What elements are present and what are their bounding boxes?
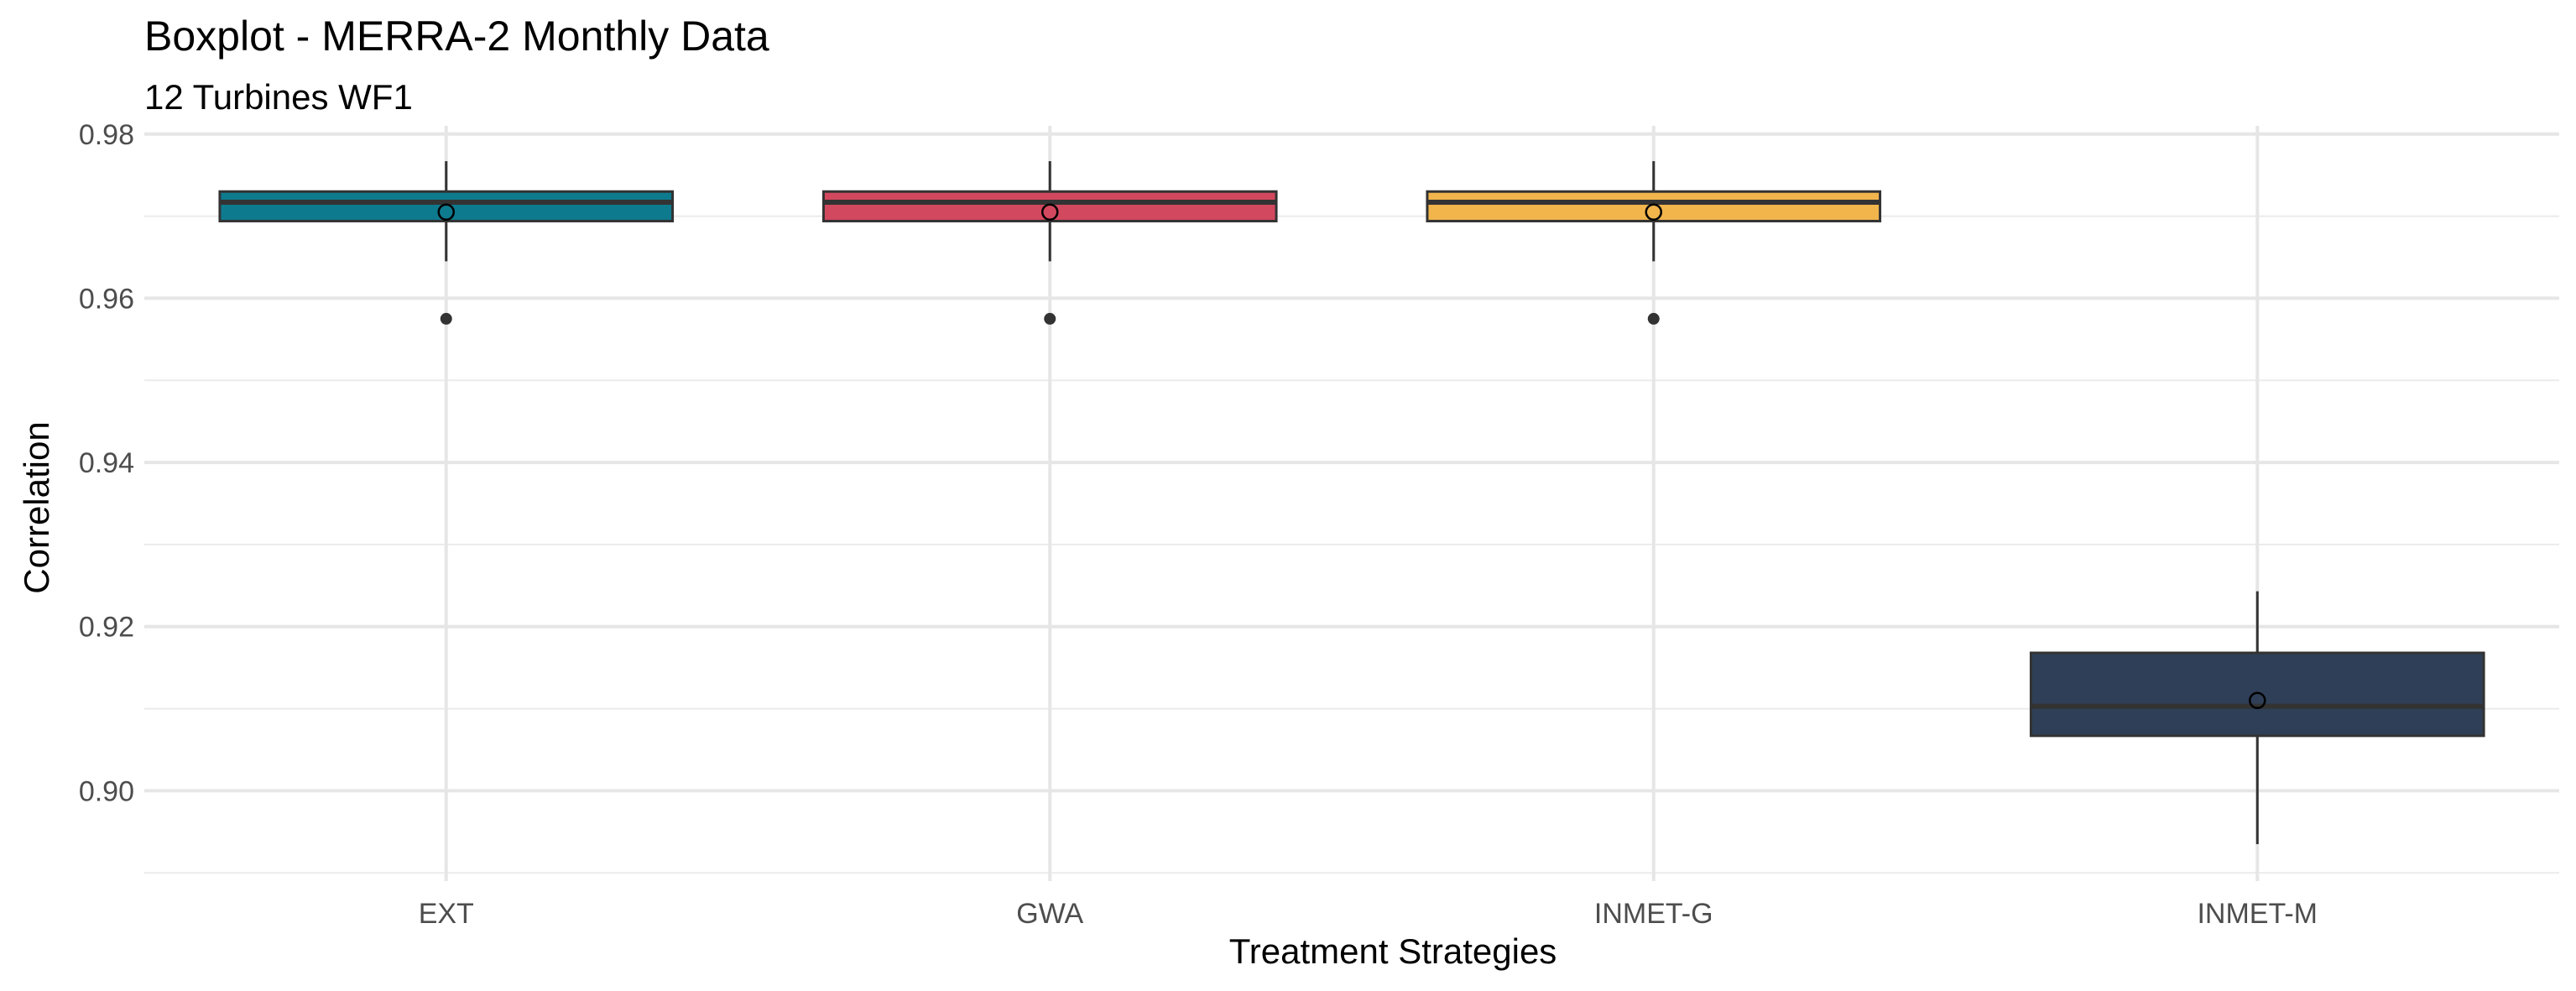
x-tick-label: INMET-G	[1594, 898, 1713, 930]
outlier-point	[440, 312, 452, 325]
chart-subtitle: 12 Turbines WF1	[144, 77, 413, 117]
mean-marker	[1041, 203, 1059, 221]
chart-title: Boxplot - MERRA-2 Monthly Data	[144, 13, 769, 60]
box-gwa	[821, 190, 1278, 222]
mean-marker	[1645, 203, 1662, 221]
outlier-point	[1647, 312, 1660, 325]
outlier-point	[1044, 312, 1056, 325]
labels-layer: 0.90 0.92 0.94 0.96 0.98 EXT GWA INMET-G INMET-M	[79, 119, 2318, 930]
box-inmet-g	[1426, 190, 1882, 222]
y-axis-title: Correlation	[17, 421, 56, 593]
x-tick-label: GWA	[1016, 898, 1083, 930]
mean-marker	[2249, 691, 2266, 710]
y-tick-label: 0.98	[79, 119, 134, 151]
y-tick-label: 0.90	[79, 775, 134, 807]
x-axis-title: Treatment Strategies	[1229, 931, 1557, 971]
x-tick-label: INMET-M	[2197, 898, 2318, 930]
y-tick-label: 0.96	[79, 283, 134, 315]
x-tick-label: EXT	[419, 898, 474, 930]
mean-marker	[437, 203, 455, 221]
box-ext	[218, 190, 675, 222]
box-inmet-m	[2029, 651, 2485, 738]
marks-layer	[218, 161, 2485, 844]
grid-layer	[144, 126, 2559, 881]
y-tick-label: 0.94	[79, 447, 134, 479]
y-tick-label: 0.92	[79, 612, 134, 644]
